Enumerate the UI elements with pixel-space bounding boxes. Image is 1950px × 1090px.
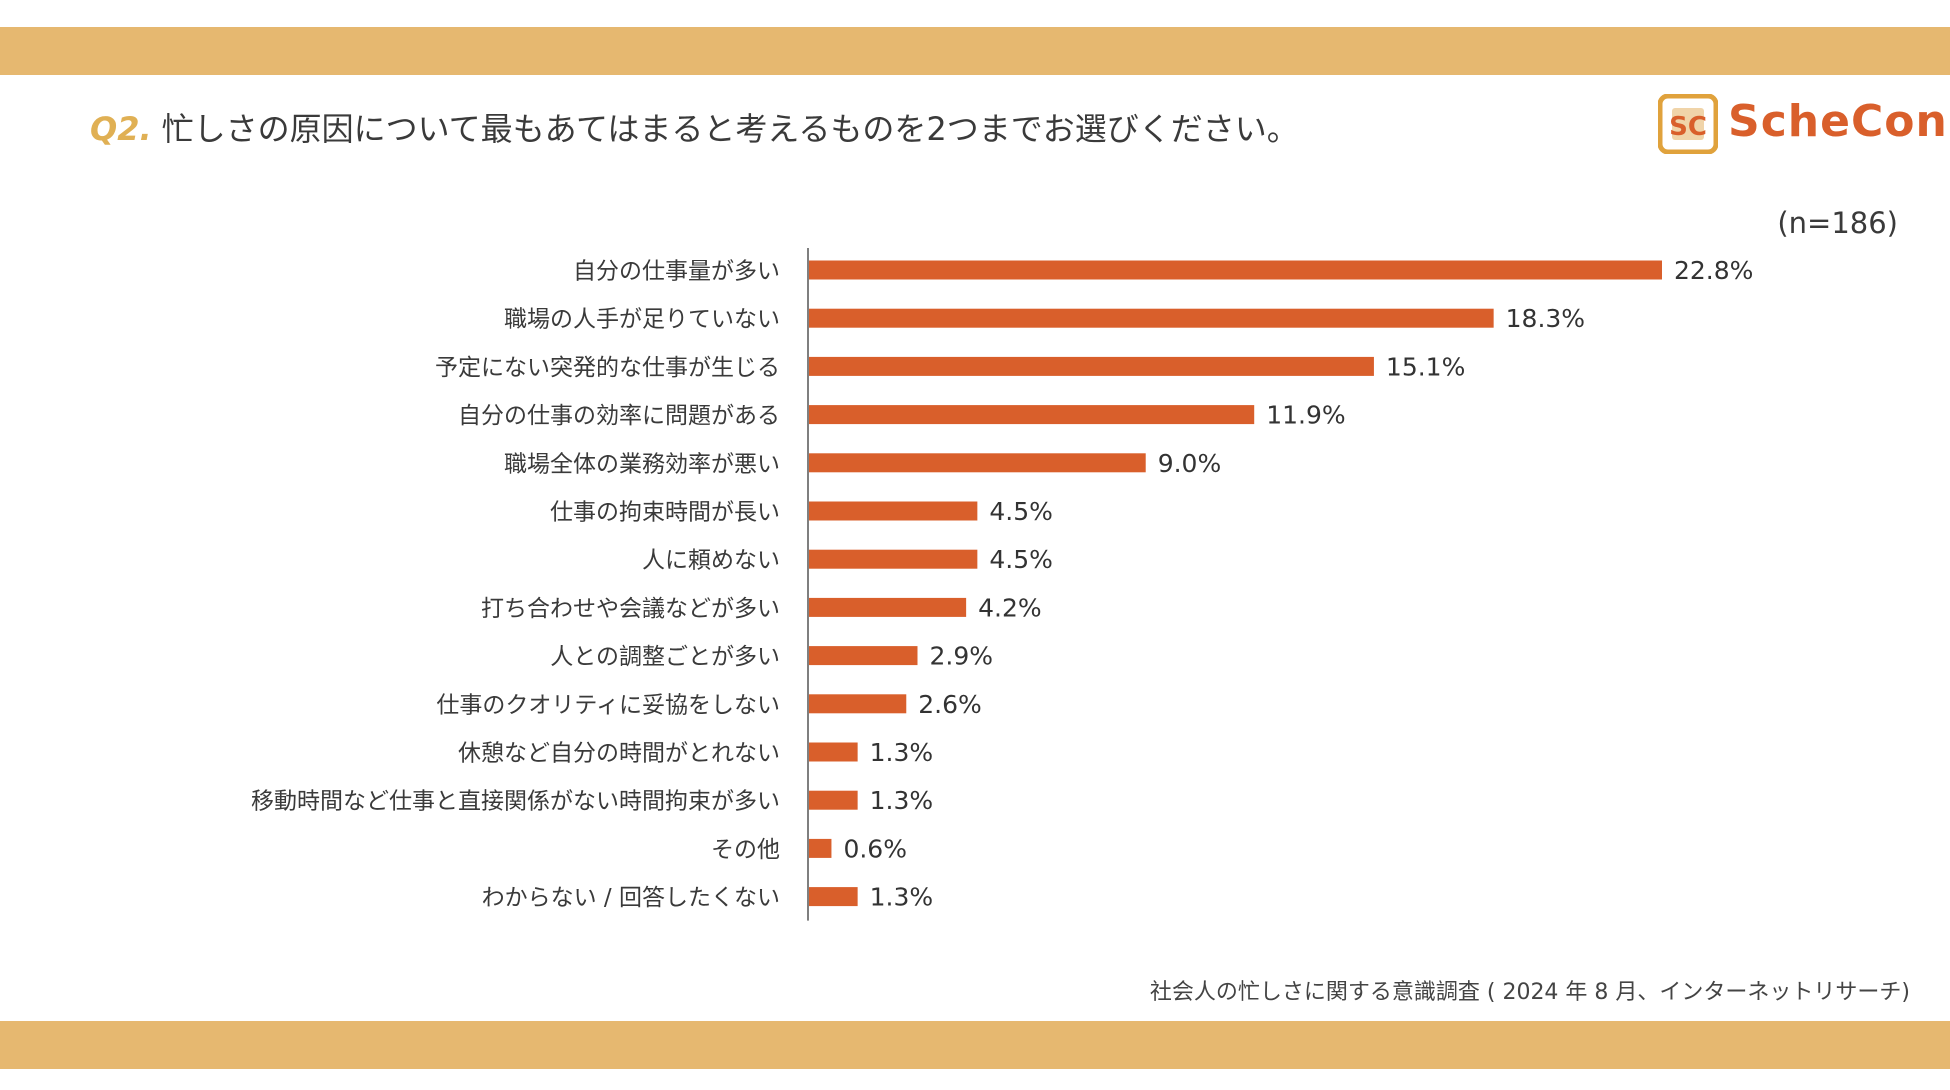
bar — [809, 694, 907, 714]
category-label: 職場の人手が足りていない — [504, 307, 780, 333]
value-label: 1.3% — [870, 738, 934, 767]
value-label: 15.1% — [1386, 352, 1465, 381]
value-label: 2.6% — [918, 690, 982, 719]
question-number: Q2. — [90, 110, 152, 148]
value-label: 4.5% — [989, 497, 1053, 526]
value-label: 9.0% — [1158, 449, 1222, 478]
bar — [809, 790, 858, 810]
category-label: 移動時間など仕事と直接関係がない時間拘束が多い — [251, 789, 780, 815]
value-label: 0.6% — [843, 834, 907, 863]
bar-chart: 自分の仕事量が多い 22.8% 職場の人手が足りていない 18.3% 予定にない突発的な… — [251, 248, 1753, 921]
bar — [809, 308, 1494, 328]
category-label: その他 — [711, 837, 780, 863]
top-decor-band — [0, 27, 1950, 75]
source-note: 社会人の忙しさに関する意識調査 ( 2024 年 8 月、インターネットリサーチ… — [1149, 980, 1910, 1005]
category-label: 予定にない突発的な仕事が生じる — [435, 355, 780, 381]
logo-mark-text: SC — [1669, 112, 1707, 142]
bar — [809, 356, 1374, 376]
bar — [809, 260, 1662, 280]
logo-brand-text: ScheCon — [1728, 96, 1948, 147]
category-label: 職場全体の業務効率が悪い — [504, 451, 780, 477]
value-label: 1.3% — [870, 883, 934, 912]
category-label: 自分の仕事の効率に問題がある — [458, 403, 780, 429]
value-label: 2.9% — [929, 642, 993, 671]
value-label: 4.5% — [989, 545, 1053, 574]
category-label: 人との調整ごとが多い — [550, 644, 780, 670]
category-label: 休憩など自分の時間がとれない — [458, 741, 780, 767]
category-label: 仕事のクオリティに妥協をしない — [436, 692, 780, 718]
value-label: 1.3% — [870, 786, 934, 815]
schecon-logo: SC ScheCon — [1658, 94, 1947, 158]
logo-mark-icon: SC — [1658, 94, 1718, 154]
bottom-decor-band — [0, 1021, 1950, 1069]
category-label: 打ち合わせや会議などが多い — [481, 596, 780, 622]
bar — [809, 646, 918, 666]
category-label: 人に頼めない — [642, 548, 780, 574]
bar — [809, 405, 1255, 425]
bar — [809, 887, 858, 907]
bar — [809, 453, 1146, 473]
value-label: 11.9% — [1266, 401, 1345, 430]
category-label: わからない / 回答したくない — [482, 885, 780, 911]
category-label: 自分の仕事量が多い — [573, 259, 780, 285]
bar — [809, 597, 967, 617]
category-label: 仕事の拘束時間が長い — [550, 500, 780, 526]
value-label: 18.3% — [1506, 304, 1585, 333]
question-title: Q2. 忙しさの原因について最もあてはまると考えるものを2つまでお選びください。 — [90, 104, 1299, 150]
value-label: 4.2% — [978, 593, 1042, 622]
question-text: 忙しさの原因について最もあてはまると考えるものを2つまでお選びください。 — [161, 110, 1299, 148]
bar — [809, 549, 978, 569]
value-label: 22.8% — [1674, 256, 1753, 285]
bar — [809, 838, 832, 858]
sample-size: (n=186) — [1777, 206, 1898, 240]
bar — [809, 501, 978, 521]
bar — [809, 742, 858, 762]
